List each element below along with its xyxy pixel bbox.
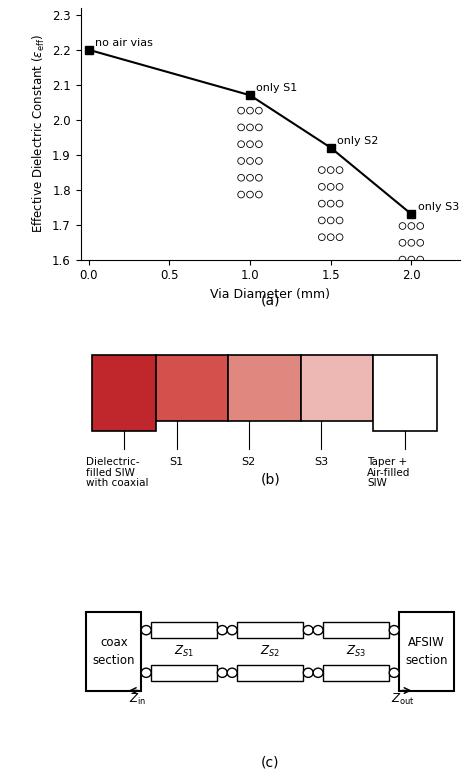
Circle shape xyxy=(389,626,399,635)
Text: (c): (c) xyxy=(261,756,280,770)
Text: Dielectric-: Dielectric- xyxy=(86,457,140,467)
Text: $Z_{\rm in}$: $Z_{\rm in}$ xyxy=(129,692,146,707)
Bar xyxy=(151,665,218,681)
Bar xyxy=(237,622,303,638)
Bar xyxy=(373,355,437,431)
Text: with coaxial: with coaxial xyxy=(86,478,149,488)
Circle shape xyxy=(303,626,313,635)
Text: S3: S3 xyxy=(314,457,328,467)
X-axis label: Via Diameter (mm): Via Diameter (mm) xyxy=(210,288,330,301)
Bar xyxy=(237,665,303,681)
Circle shape xyxy=(313,668,323,677)
Circle shape xyxy=(227,626,237,635)
Circle shape xyxy=(227,668,237,677)
Text: filled SIW: filled SIW xyxy=(86,468,135,477)
Text: Taper +: Taper + xyxy=(367,457,407,467)
Bar xyxy=(228,355,301,421)
Bar xyxy=(92,355,156,431)
Circle shape xyxy=(141,626,151,635)
Text: $Z_{S2}$: $Z_{S2}$ xyxy=(260,644,280,659)
Text: Air-filled: Air-filled xyxy=(367,468,410,477)
Bar xyxy=(399,612,454,690)
Text: only S1: only S1 xyxy=(256,83,298,94)
Text: section: section xyxy=(92,654,135,668)
Bar xyxy=(301,355,373,421)
Text: (b): (b) xyxy=(260,473,280,487)
Text: $Z_{S1}$: $Z_{S1}$ xyxy=(174,644,194,659)
Text: only S2: only S2 xyxy=(337,136,379,146)
Bar xyxy=(86,612,141,690)
Bar xyxy=(151,622,218,638)
Text: $Z_{S3}$: $Z_{S3}$ xyxy=(346,644,366,659)
Text: S2: S2 xyxy=(242,457,256,467)
Text: $Z_{\rm out}$: $Z_{\rm out}$ xyxy=(391,692,415,707)
Circle shape xyxy=(218,668,227,677)
Text: section: section xyxy=(405,654,448,668)
Text: coax: coax xyxy=(100,636,128,649)
Text: only S3: only S3 xyxy=(418,202,459,212)
Circle shape xyxy=(389,668,399,677)
Text: no air vias: no air vias xyxy=(95,38,153,48)
Circle shape xyxy=(141,668,151,677)
Text: SIW: SIW xyxy=(367,478,387,488)
Bar xyxy=(156,355,228,421)
Text: AFSIW: AFSIW xyxy=(408,636,445,649)
Bar xyxy=(323,622,389,638)
Text: (a): (a) xyxy=(260,294,280,308)
Text: S1: S1 xyxy=(170,457,184,467)
Circle shape xyxy=(303,668,313,677)
Y-axis label: Effective Dielectric Constant ($\varepsilon_{\rm eff}$): Effective Dielectric Constant ($\varepsi… xyxy=(30,34,46,233)
Bar xyxy=(323,665,389,681)
Circle shape xyxy=(313,626,323,635)
Circle shape xyxy=(218,626,227,635)
